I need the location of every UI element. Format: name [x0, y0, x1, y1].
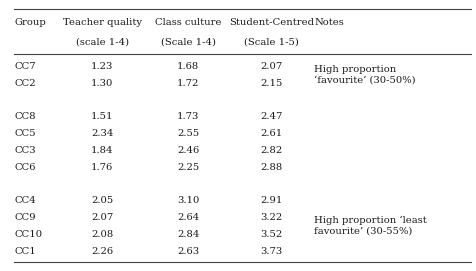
- Text: 1.76: 1.76: [91, 163, 113, 172]
- Text: 1.51: 1.51: [91, 112, 114, 121]
- Text: (Scale 1-5): (Scale 1-5): [244, 38, 299, 47]
- Text: CC2: CC2: [14, 79, 36, 88]
- Text: Teacher quality: Teacher quality: [63, 18, 142, 27]
- Text: CC5: CC5: [14, 129, 36, 138]
- Text: CC4: CC4: [14, 196, 36, 205]
- Text: 2.84: 2.84: [177, 230, 199, 239]
- Text: CC8: CC8: [14, 112, 36, 121]
- Text: CC3: CC3: [14, 146, 36, 155]
- Text: 2.63: 2.63: [177, 247, 199, 256]
- Text: (scale 1-4): (scale 1-4): [76, 38, 129, 47]
- Text: 3.73: 3.73: [260, 247, 282, 256]
- Text: 2.34: 2.34: [91, 129, 114, 138]
- Text: Class culture: Class culture: [155, 18, 221, 27]
- Text: CC9: CC9: [14, 213, 36, 222]
- Text: 2.26: 2.26: [91, 247, 113, 256]
- Text: 1.72: 1.72: [177, 79, 199, 88]
- Text: 3.22: 3.22: [260, 213, 282, 222]
- Text: Group: Group: [14, 18, 46, 27]
- Text: (Scale 1-4): (Scale 1-4): [160, 38, 216, 47]
- Text: 2.88: 2.88: [260, 163, 282, 172]
- Text: 2.55: 2.55: [177, 129, 199, 138]
- Text: High proportion
‘favourite’ (30-50%): High proportion ‘favourite’ (30-50%): [314, 65, 416, 85]
- Text: 2.46: 2.46: [177, 146, 199, 155]
- Text: 2.25: 2.25: [177, 163, 199, 172]
- Text: High proportion ‘least
favourite’ (30-55%): High proportion ‘least favourite’ (30-55…: [314, 216, 427, 236]
- Text: 3.52: 3.52: [260, 230, 282, 239]
- Text: 2.08: 2.08: [91, 230, 113, 239]
- Text: 1.68: 1.68: [177, 62, 199, 71]
- Text: 1.23: 1.23: [91, 62, 114, 71]
- Text: 2.82: 2.82: [260, 146, 282, 155]
- Text: 2.47: 2.47: [260, 112, 283, 121]
- Text: 3.10: 3.10: [177, 196, 199, 205]
- Text: 2.07: 2.07: [91, 213, 113, 222]
- Text: 2.15: 2.15: [260, 79, 283, 88]
- Text: 2.05: 2.05: [91, 196, 113, 205]
- Text: 1.30: 1.30: [91, 79, 114, 88]
- Text: 2.64: 2.64: [177, 213, 199, 222]
- Text: CC10: CC10: [14, 230, 42, 239]
- Text: CC1: CC1: [14, 247, 36, 256]
- Text: 1.73: 1.73: [177, 112, 199, 121]
- Text: 2.61: 2.61: [260, 129, 282, 138]
- Text: 2.91: 2.91: [260, 196, 283, 205]
- Text: 1.84: 1.84: [91, 146, 114, 155]
- Text: 2.07: 2.07: [260, 62, 282, 71]
- Text: Notes: Notes: [314, 18, 344, 27]
- Text: CC6: CC6: [14, 163, 36, 172]
- Text: Student-Centred: Student-Centred: [229, 18, 314, 27]
- Text: CC7: CC7: [14, 62, 36, 71]
